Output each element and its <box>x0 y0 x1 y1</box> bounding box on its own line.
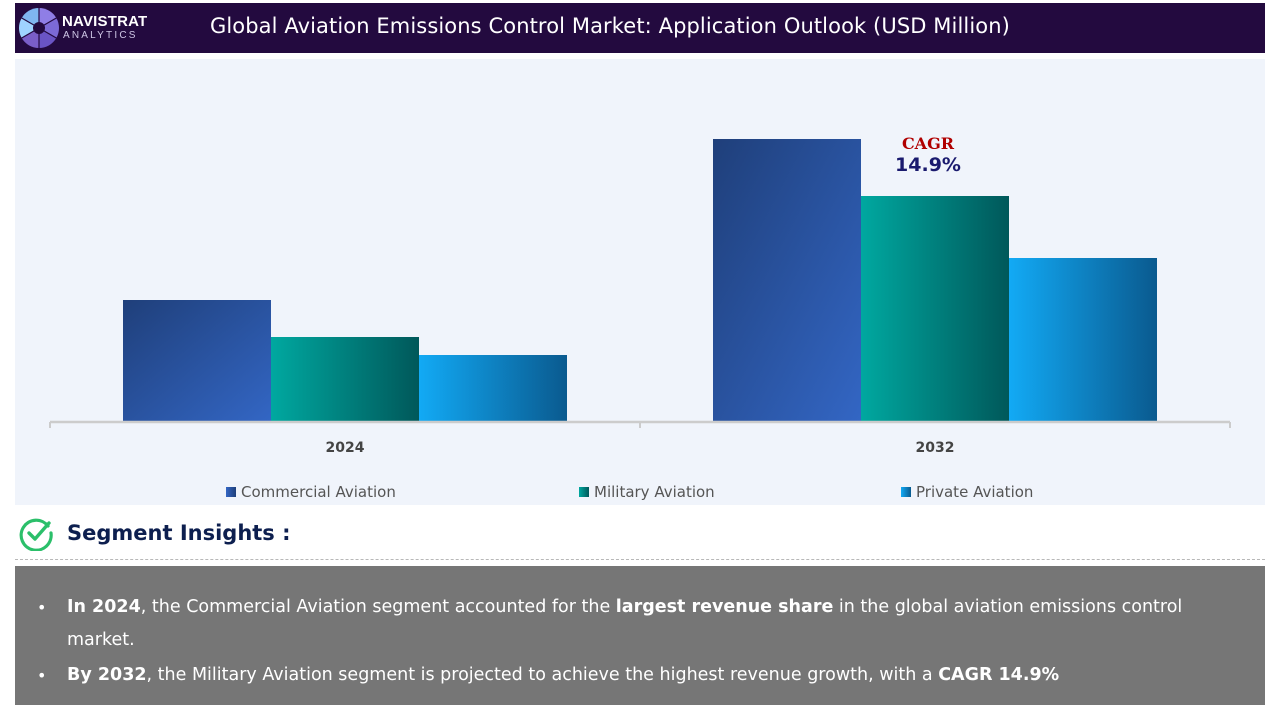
bar-commercial-aviation-2032 <box>713 139 861 421</box>
bar-military-aviation-2024 <box>271 337 419 421</box>
text: in the global aviation emissions control… <box>67 597 1183 650</box>
insight-bullet-1: In 2024, the Commercial Aviation segment… <box>67 591 1247 657</box>
legend-swatch-commercial <box>226 487 236 497</box>
chart-legend: Commercial Aviation Military Aviation Pr… <box>15 483 1265 503</box>
insights-title: Segment Insights : <box>67 521 291 545</box>
cagr-annotation-label: CAGR <box>902 134 955 153</box>
text: , the Military Aviation segment is proje… <box>146 665 939 685</box>
bullet-marker: • <box>37 598 47 617</box>
bold-text: largest revenue share <box>615 597 834 617</box>
legend-swatch-private <box>901 487 911 497</box>
insights-header: Segment Insights : <box>15 513 1265 557</box>
insight-bullet-2: By 2032, the Military Aviation segment i… <box>67 659 1247 692</box>
header-bar: NAVISTRAT ANALYTICS Global Aviation Emis… <box>15 3 1265 53</box>
brand-subtitle: ANALYTICS <box>63 30 138 41</box>
legend-swatch-military <box>579 487 589 497</box>
legend-item-commercial-aviation[interactable]: Commercial Aviation <box>226 483 396 501</box>
insights-box: • In 2024, the Commercial Aviation segme… <box>15 566 1265 705</box>
bar-private-aviation-2024 <box>419 355 567 421</box>
bold-text: In 2024 <box>67 597 141 617</box>
legend-label: Private Aviation <box>916 483 1034 501</box>
bar-private-aviation-2032 <box>1009 258 1157 421</box>
check-circle-icon <box>19 518 53 551</box>
section-divider <box>15 559 1265 560</box>
bar-commercial-aviation-2024 <box>123 300 271 421</box>
bold-text: By 2032 <box>67 665 147 685</box>
legend-item-private-aviation[interactable]: Private Aviation <box>901 483 1033 501</box>
legend-label: Commercial Aviation <box>241 483 396 501</box>
legend-label: Military Aviation <box>594 483 715 501</box>
bar-military-aviation-2032 <box>861 196 1009 421</box>
text: , the Commercial Aviation segment accoun… <box>140 597 616 617</box>
chart-panel: 2024 2032 CAGR 14.9% Commercial Aviation… <box>15 59 1265 505</box>
x-tick-label-2032: 2032 <box>916 440 955 456</box>
bold-text: CAGR 14.9% <box>938 665 1060 685</box>
page-title: Global Aviation Emissions Control Market… <box>210 14 1010 38</box>
brand-logo-icon <box>19 8 59 48</box>
bar-chart: 2024 2032 CAGR 14.9% <box>49 134 1231 456</box>
bullet-marker: • <box>37 666 47 685</box>
bars-layer <box>123 139 1157 421</box>
x-tick-label-2024: 2024 <box>326 440 365 456</box>
brand-name: NAVISTRAT <box>62 13 148 30</box>
legend-item-military-aviation[interactable]: Military Aviation <box>579 483 715 501</box>
cagr-annotation-value: 14.9% <box>895 154 961 176</box>
